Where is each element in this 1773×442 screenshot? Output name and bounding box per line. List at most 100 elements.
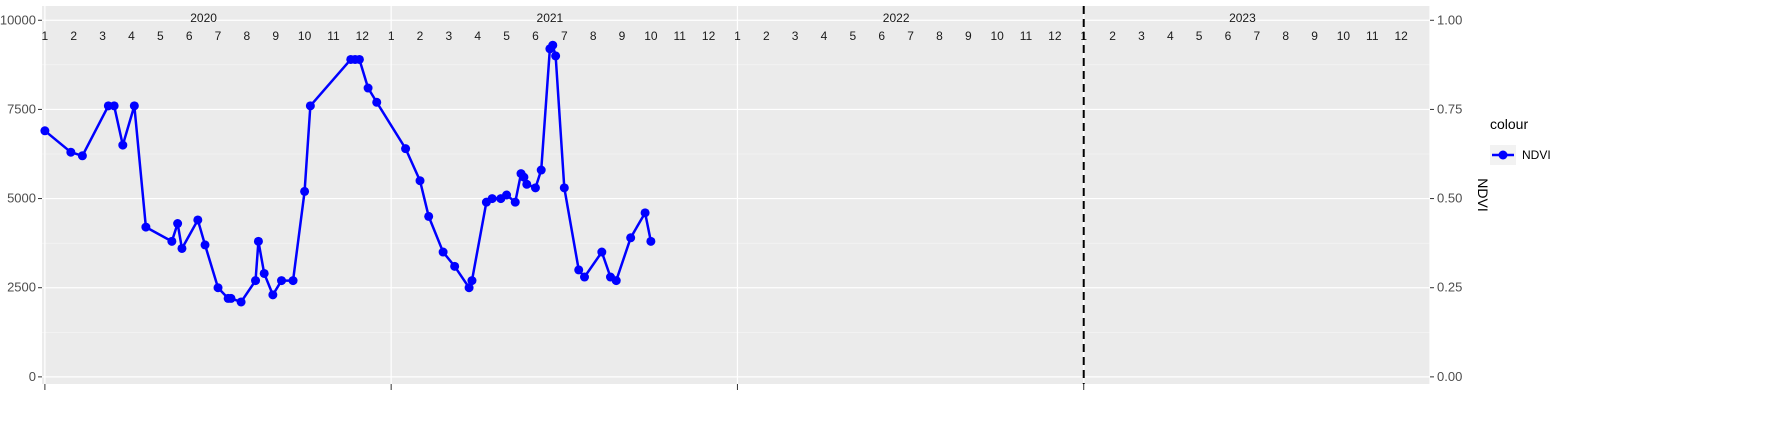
month-label-23: 12 xyxy=(702,29,716,43)
point-ndvi-20 xyxy=(268,290,278,300)
point-ndvi-55 xyxy=(611,276,621,286)
year-label-2023: 2023 xyxy=(1229,11,1256,25)
year-labels: 2020 2021 2022 2023 xyxy=(190,11,1256,25)
point-ndvi-33 xyxy=(438,247,448,257)
point-ndvi-48 xyxy=(548,40,558,50)
point-ndvi-1 xyxy=(66,147,76,157)
point-ndvi-27 xyxy=(354,54,364,64)
x-axis-ticks xyxy=(44,384,1085,390)
month-label-1: 2 xyxy=(70,29,77,43)
point-ndvi-29 xyxy=(372,97,382,107)
left-tick-label-0: 0 xyxy=(29,369,36,384)
month-label-45: 10 xyxy=(1337,29,1351,43)
month-label-9: 10 xyxy=(298,29,312,43)
point-ndvi-32 xyxy=(424,211,434,221)
point-ndvi-10 xyxy=(177,243,187,253)
point-ndvi-17 xyxy=(251,276,261,286)
month-label-42: 7 xyxy=(1254,29,1261,43)
point-ndvi-24 xyxy=(305,101,315,111)
month-label-29: 6 xyxy=(878,29,885,43)
point-ndvi-11 xyxy=(193,215,203,225)
left-tick-label-2: 5000 xyxy=(7,191,36,206)
point-ndvi-35 xyxy=(464,283,474,293)
year-label-2021: 2021 xyxy=(537,11,564,25)
month-label-40: 5 xyxy=(1196,29,1203,43)
point-ndvi-45 xyxy=(530,183,540,193)
month-label-6: 7 xyxy=(215,29,222,43)
right-tick-label-1: 0.25 xyxy=(1437,280,1462,295)
month-label-26: 3 xyxy=(792,29,799,43)
point-ndvi-36 xyxy=(467,276,477,286)
month-label-38: 3 xyxy=(1138,29,1145,43)
point-ndvi-7 xyxy=(141,222,151,232)
month-label-33: 10 xyxy=(990,29,1004,43)
point-ndvi-18 xyxy=(253,236,263,246)
month-label-0: 1 xyxy=(42,29,49,43)
plot-panel xyxy=(42,6,1430,384)
month-label-44: 9 xyxy=(1311,29,1318,43)
month-label-5: 6 xyxy=(186,29,193,43)
point-ndvi-15 xyxy=(226,293,236,303)
right-axis-title: NDVI xyxy=(1475,178,1491,211)
point-ndvi-30 xyxy=(401,144,411,154)
point-ndvi-5 xyxy=(118,140,128,150)
point-ndvi-6 xyxy=(129,101,139,111)
month-label-22: 11 xyxy=(673,29,686,43)
month-label-15: 4 xyxy=(474,29,481,43)
series-ndvi xyxy=(40,40,656,307)
month-label-14: 3 xyxy=(446,29,453,43)
month-label-20: 9 xyxy=(619,29,626,43)
point-ndvi-50 xyxy=(559,183,569,193)
month-label-28: 5 xyxy=(850,29,857,43)
month-label-11: 12 xyxy=(356,29,370,43)
point-ndvi-21 xyxy=(277,276,287,286)
point-ndvi-9 xyxy=(173,219,183,229)
month-label-37: 2 xyxy=(1109,29,1116,43)
legend-label-ndvi: NDVI xyxy=(1522,148,1551,162)
point-ndvi-38 xyxy=(487,194,497,204)
year-label-2020: 2020 xyxy=(190,11,217,25)
point-ndvi-49 xyxy=(551,51,561,61)
point-ndvi-41 xyxy=(510,197,520,207)
month-label-13: 2 xyxy=(417,29,424,43)
month-label-3: 4 xyxy=(128,29,135,43)
month-labels: 1 2 3 4 5 6 7 8 9 10 11 12 1 2 3 4 5 6 7 8 9 10 11 12 1 2 3 4 5 6 7 8 9 1… xyxy=(42,29,1409,43)
point-ndvi-13 xyxy=(213,283,223,293)
year-label-2022: 2022 xyxy=(883,11,910,25)
point-ndvi-0 xyxy=(40,126,50,136)
legend-key-point-0 xyxy=(1498,150,1508,160)
month-label-7: 8 xyxy=(244,29,251,43)
right-tick-label-3: 0.75 xyxy=(1437,101,1462,116)
left-tick-label-3: 7500 xyxy=(7,101,36,116)
right-tick-label-0: 0.00 xyxy=(1437,369,1462,384)
point-ndvi-8 xyxy=(167,236,177,246)
month-label-46: 11 xyxy=(1366,29,1379,43)
left-tick-label-4: 10000 xyxy=(0,12,36,27)
month-label-18: 7 xyxy=(561,29,568,43)
point-ndvi-57 xyxy=(640,208,650,218)
month-label-27: 4 xyxy=(821,29,828,43)
month-label-16: 5 xyxy=(503,29,510,43)
month-label-41: 6 xyxy=(1225,29,1232,43)
month-label-47: 12 xyxy=(1394,29,1408,43)
series-layer xyxy=(40,40,656,307)
point-ndvi-31 xyxy=(415,176,425,186)
point-ndvi-43 xyxy=(519,172,529,182)
point-ndvi-23 xyxy=(300,186,310,196)
point-ndvi-34 xyxy=(450,261,460,271)
month-label-31: 8 xyxy=(936,29,943,43)
point-ndvi-53 xyxy=(597,247,607,257)
point-ndvi-56 xyxy=(626,233,636,243)
month-label-32: 9 xyxy=(965,29,972,43)
point-ndvi-28 xyxy=(363,83,373,93)
month-label-19: 8 xyxy=(590,29,597,43)
point-ndvi-40 xyxy=(502,190,512,200)
point-ndvi-2 xyxy=(77,151,87,161)
month-label-35: 12 xyxy=(1048,29,1062,43)
month-label-10: 11 xyxy=(327,29,340,43)
month-label-8: 9 xyxy=(272,29,279,43)
legend-title: colour xyxy=(1490,116,1528,132)
point-ndvi-58 xyxy=(646,236,656,246)
point-ndvi-12 xyxy=(200,240,210,250)
